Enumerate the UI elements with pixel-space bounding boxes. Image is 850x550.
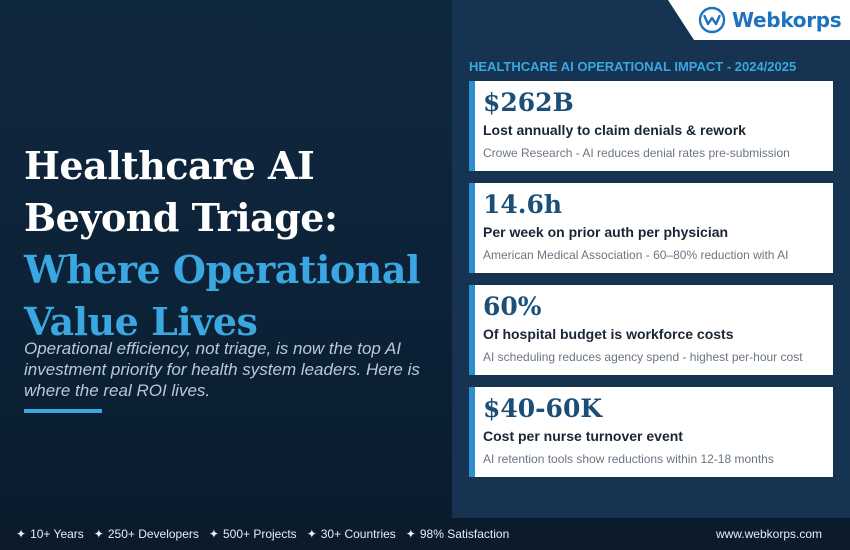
stat-item: ✦ 98% Satisfaction [406, 527, 509, 541]
card-value: 60% [483, 292, 542, 321]
stat-card: $262B Lost annually to claim denials & r… [469, 81, 833, 171]
stat-label: 10+ Years [30, 527, 84, 541]
sparkle-star-icon: ✦ [306, 527, 317, 541]
webkorps-w-logo-icon [698, 6, 726, 34]
stat-item: ✦ 250+ Developers [94, 527, 199, 541]
stats-list: ✦ 10+ Years ✦ 250+ Developers ✦ 500+ Projec… [16, 527, 509, 541]
website-link[interactable]: www.webkorps.com [715, 527, 822, 541]
stat-card: 60% Of hospital budget is workforce cost… [469, 285, 833, 375]
stat-card: 14.6h Per week on prior auth per physici… [469, 183, 833, 273]
headline-line-4: Value Lives [24, 299, 258, 344]
card-value: $40-60K [483, 394, 603, 423]
stat-label: 250+ Developers [107, 527, 199, 541]
card-description: Lost annually to claim denials & rework [483, 122, 746, 138]
stat-item: ✦ 30+ Countries [307, 527, 396, 541]
sparkle-star-icon: ✦ [93, 527, 104, 541]
card-value: 14.6h [483, 190, 563, 219]
stat-label: 500+ Projects [222, 527, 297, 541]
accent-divider [24, 409, 102, 413]
card-source: Crowe Research - AI reduces denial rates… [483, 146, 790, 160]
stat-item: ✦ 500+ Projects [209, 527, 297, 541]
logo[interactable]: Webkorps [668, 0, 850, 40]
sparkle-star-icon: ✦ [16, 527, 27, 541]
headline-line-2: Beyond Triage: [24, 195, 338, 240]
stat-label: 30+ Countries [320, 527, 396, 541]
panel-title: HEALTHCARE AI OPERATIONAL IMPACT - 2024/… [469, 59, 797, 74]
card-source: AI scheduling reduces agency spend - hig… [483, 350, 803, 364]
headline: Healthcare AI Beyond Triage: Where Opera… [24, 140, 454, 348]
card-value: $262B [483, 88, 574, 117]
card-description: Of hospital budget is workforce costs [483, 326, 734, 342]
logo-text: Webkorps [732, 8, 842, 32]
headline-line-3: Where Operational [24, 247, 420, 292]
card-description: Per week on prior auth per physician [483, 224, 729, 240]
stat-item: ✦ 10+ Years [16, 527, 84, 541]
stat-card: $40-60K Cost per nurse turnover event AI… [469, 387, 833, 477]
headline-line-1: Healthcare AI [24, 143, 315, 188]
sparkle-star-icon: ✦ [208, 527, 219, 541]
hero-section: Healthcare AI Beyond Triage: Where Opera… [24, 140, 454, 413]
card-source: American Medical Association - 60–80% re… [483, 248, 789, 262]
footer-bar: ✦ 10+ Years ✦ 250+ Developers ✦ 500+ Projec… [0, 518, 850, 550]
stat-label: 98% Satisfaction [419, 527, 510, 541]
card-source: AI retention tools show reductions withi… [483, 452, 774, 466]
card-description: Cost per nurse turnover event [483, 428, 683, 444]
subtext: Operational efficiency, not triage, is n… [24, 339, 420, 400]
sparkle-star-icon: ✦ [405, 527, 416, 541]
